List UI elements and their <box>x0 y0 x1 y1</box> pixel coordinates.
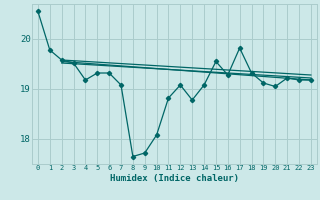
X-axis label: Humidex (Indice chaleur): Humidex (Indice chaleur) <box>110 174 239 183</box>
